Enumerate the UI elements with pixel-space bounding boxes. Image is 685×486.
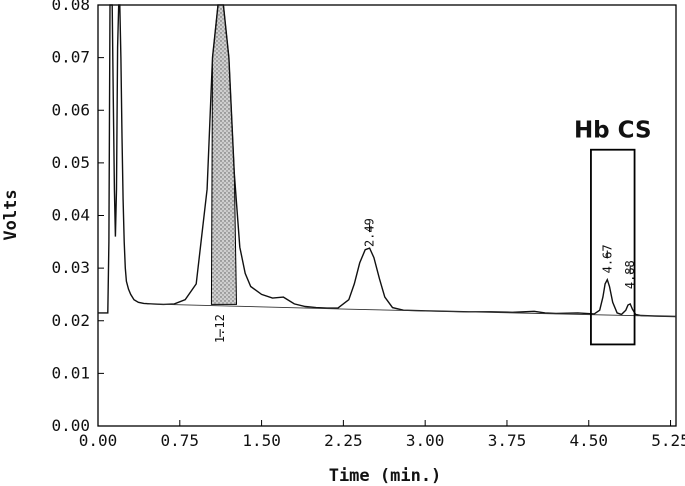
y-tick-label: 0.08 bbox=[51, 0, 90, 14]
peak-label: 2.49 bbox=[363, 218, 377, 247]
x-tick-label: 4.50 bbox=[569, 431, 608, 450]
hb-cs-annotation: Hb CS bbox=[574, 118, 652, 346]
x-axis-ticks: 0.00 0.75 1.50 2.25 3.00 3.75 4.50 5.25 bbox=[79, 420, 685, 450]
peak-label-group: 2.49 bbox=[363, 218, 377, 247]
x-tick-label: 0.00 bbox=[79, 431, 118, 450]
signal-trace bbox=[98, 4, 677, 318]
peak-label-group: 1.12 bbox=[213, 314, 227, 343]
y-tick-label: 0.07 bbox=[51, 48, 90, 67]
peak-label: 4.67 bbox=[600, 244, 614, 273]
peak-label: 1.12 bbox=[213, 314, 227, 343]
hb-cs-label: Hb CS bbox=[574, 118, 652, 144]
y-tick-label: 0.00 bbox=[51, 416, 90, 435]
x-tick-label: 0.75 bbox=[161, 431, 200, 450]
y-tick-label: 0.03 bbox=[51, 258, 90, 277]
y-tick-label: 0.01 bbox=[51, 363, 90, 382]
y-tick-label: 0.02 bbox=[51, 311, 90, 330]
y-axis-title: Volts bbox=[1, 189, 21, 240]
y-tick-label: 0.05 bbox=[51, 153, 90, 172]
x-tick-label: 3.75 bbox=[488, 431, 527, 450]
trace-layer bbox=[98, 4, 677, 318]
y-tick-label: 0.06 bbox=[51, 100, 90, 119]
peak-labels: 1.122.494.674.88 bbox=[213, 218, 637, 343]
y-axis-ticks: 0.00 0.01 0.02 0.03 0.04 0.05 0.06 0.07 0.08 bbox=[51, 0, 104, 435]
peak-label-group: 4.67 bbox=[600, 244, 614, 273]
x-tick-label: 1.50 bbox=[242, 431, 281, 450]
baseline-trace bbox=[147, 303, 677, 317]
y-tick-label: 0.04 bbox=[51, 206, 90, 225]
plot-frame bbox=[97, 4, 677, 427]
x-axis-title: Time (min.) bbox=[329, 466, 442, 486]
x-tick-label: 5.25 bbox=[651, 431, 685, 450]
x-tick-label: 2.25 bbox=[324, 431, 363, 450]
x-tick-label: 3.00 bbox=[406, 431, 445, 450]
hb-cs-box bbox=[590, 148, 636, 346]
